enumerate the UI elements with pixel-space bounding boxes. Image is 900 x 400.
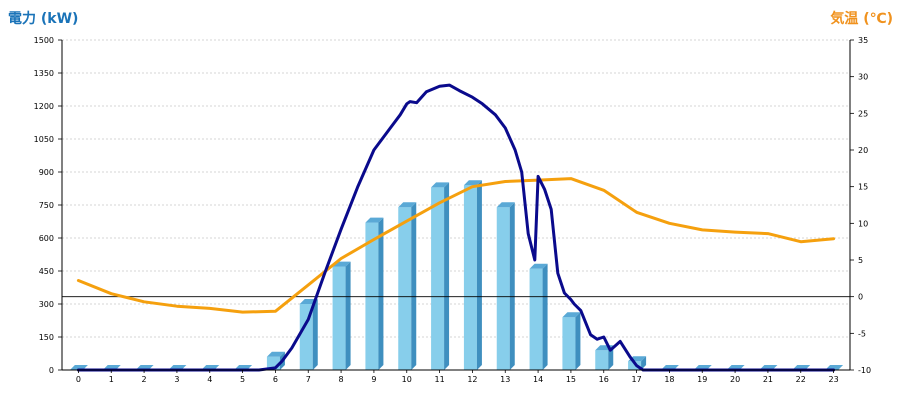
bar-front bbox=[398, 207, 412, 370]
x-tick-label: 16 bbox=[599, 375, 609, 384]
bar-front bbox=[628, 361, 642, 370]
bar bbox=[529, 263, 548, 370]
bar bbox=[398, 202, 417, 370]
x-tick-label: 22 bbox=[796, 375, 806, 384]
left-axis-title: 電力 (kW) bbox=[8, 10, 78, 27]
bar-side bbox=[345, 261, 351, 370]
x-tick-label: 4 bbox=[207, 375, 212, 384]
bar-front bbox=[431, 187, 445, 370]
x-tick-label: 2 bbox=[142, 375, 147, 384]
left-tick-label: 900 bbox=[39, 168, 54, 177]
x-tick-label: 6 bbox=[273, 375, 278, 384]
bar-side bbox=[378, 217, 384, 370]
bar-front bbox=[529, 268, 543, 370]
x-tick-label: 20 bbox=[730, 375, 740, 384]
power-line bbox=[76, 83, 836, 372]
x-tick-label: 1 bbox=[109, 375, 114, 384]
x-tick-label: 18 bbox=[664, 375, 674, 384]
bar-front bbox=[595, 350, 609, 370]
bar-front bbox=[332, 266, 346, 370]
left-tick-label: 1500 bbox=[34, 36, 54, 45]
bars-layer bbox=[69, 180, 844, 370]
temperature-line bbox=[76, 177, 836, 314]
bar-top bbox=[496, 202, 515, 208]
right-tick-label: 0 bbox=[858, 293, 863, 302]
left-tick-label: 150 bbox=[39, 333, 54, 342]
right-tick-label: 35 bbox=[858, 36, 868, 45]
left-tick-label: 450 bbox=[39, 267, 54, 276]
x-tick-label: 23 bbox=[828, 375, 838, 384]
bar-top bbox=[463, 180, 482, 186]
x-tick-label: 17 bbox=[631, 375, 641, 384]
left-tick-label: 1350 bbox=[34, 69, 54, 78]
x-tick-label: 9 bbox=[371, 375, 376, 384]
lines-layer bbox=[62, 83, 850, 372]
bar-top bbox=[529, 263, 548, 269]
x-tick-label: 19 bbox=[697, 375, 707, 384]
bar bbox=[332, 261, 351, 370]
right-tick-label: 5 bbox=[858, 256, 863, 265]
x-tick-label: 15 bbox=[566, 375, 576, 384]
bar-side bbox=[641, 356, 647, 370]
bar-top bbox=[562, 312, 581, 318]
left-tick-label: 750 bbox=[39, 201, 54, 210]
axes-layer bbox=[58, 39, 854, 373]
right-tick-label: -10 bbox=[858, 366, 871, 375]
right-axis-title: 気温 (℃) bbox=[830, 10, 893, 27]
bar-side bbox=[542, 263, 548, 370]
bar-side bbox=[312, 299, 318, 370]
x-tick-label: 5 bbox=[240, 375, 245, 384]
x-tick-label: 3 bbox=[174, 375, 179, 384]
right-tick-label: 15 bbox=[858, 183, 868, 192]
bar-top bbox=[266, 351, 285, 357]
left-tick-label: 1200 bbox=[34, 102, 54, 111]
bar-top bbox=[365, 217, 384, 223]
grid-layer bbox=[62, 39, 850, 338]
bar bbox=[562, 312, 581, 370]
x-tick-label: 14 bbox=[533, 375, 543, 384]
bar-side bbox=[476, 180, 482, 370]
x-tick-label: 8 bbox=[339, 375, 344, 384]
x-tick-label: 11 bbox=[434, 375, 444, 384]
right-tick-label: 20 bbox=[858, 146, 868, 155]
bar-side bbox=[509, 202, 515, 370]
bar bbox=[431, 182, 450, 370]
bar-side bbox=[411, 202, 417, 370]
x-tick-label: 7 bbox=[306, 375, 311, 384]
bar-side bbox=[575, 312, 581, 370]
left-tick-label: 300 bbox=[39, 300, 54, 309]
bar-front bbox=[496, 207, 510, 370]
bar-front bbox=[299, 304, 313, 370]
bar-side bbox=[444, 182, 450, 370]
bar bbox=[496, 202, 515, 370]
tick-labels-layer: 01503004506007509001050120013501500-10-5… bbox=[34, 36, 871, 384]
bar bbox=[463, 180, 482, 370]
bar-front bbox=[562, 317, 576, 370]
x-tick-label: 21 bbox=[763, 375, 773, 384]
bar-top bbox=[431, 182, 450, 188]
right-tick-label: 30 bbox=[858, 73, 868, 82]
bar-front bbox=[463, 185, 477, 370]
left-tick-label: 600 bbox=[39, 234, 54, 243]
left-tick-label: 1050 bbox=[34, 135, 54, 144]
bar bbox=[299, 299, 318, 370]
x-tick-label: 10 bbox=[402, 375, 412, 384]
bar-top bbox=[398, 202, 417, 208]
x-tick-label: 12 bbox=[467, 375, 477, 384]
left-tick-label: 0 bbox=[49, 366, 54, 375]
right-tick-label: 10 bbox=[858, 219, 868, 228]
right-tick-label: -5 bbox=[858, 329, 866, 338]
right-tick-label: 25 bbox=[858, 109, 868, 118]
x-tick-label: 0 bbox=[76, 375, 81, 384]
x-tick-label: 13 bbox=[500, 375, 510, 384]
